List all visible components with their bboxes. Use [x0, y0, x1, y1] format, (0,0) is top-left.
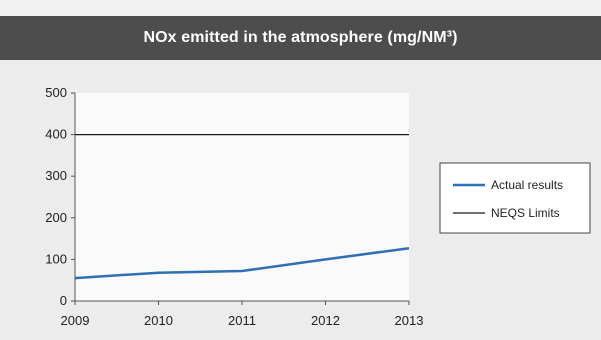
y-tick-label: 500	[45, 85, 67, 100]
chart-title-bar: NOx emitted in the atmosphere (mg/NM³)	[0, 16, 601, 60]
x-tick-label: 2010	[144, 313, 173, 328]
y-tick-label: 400	[45, 127, 67, 142]
y-tick-label: 300	[45, 168, 67, 183]
y-tick-label: 0	[60, 293, 67, 308]
plot-area	[75, 93, 409, 301]
legend-label: Actual results	[491, 178, 563, 192]
legend-box	[439, 162, 591, 234]
y-tick-label: 100	[45, 251, 67, 266]
x-tick-label: 2013	[395, 313, 424, 328]
x-tick-label: 2012	[311, 313, 340, 328]
axes: 0 100 200 300 400 500 2009 2010 2011 2012 2013	[45, 85, 423, 328]
chart-title: NOx emitted in the atmosphere (mg/NM³)	[143, 29, 458, 46]
legend: Actual results NEQS Limits	[439, 162, 591, 234]
series-layer	[74, 134, 410, 280]
y-tick-label: 200	[45, 210, 67, 225]
x-tick-label: 2009	[61, 313, 90, 328]
legend-label: NEQS Limits	[491, 206, 560, 220]
series-line-actual-results	[74, 246, 410, 280]
x-tick-label: 2011	[228, 313, 256, 328]
